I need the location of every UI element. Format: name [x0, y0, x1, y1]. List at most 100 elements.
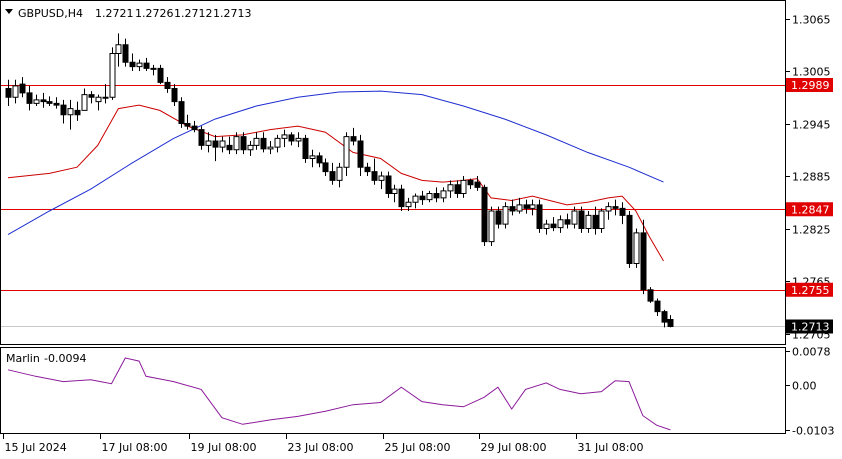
candle[interactable]	[640, 219, 647, 295]
candle[interactable]	[164, 77, 171, 93]
candle[interactable]	[95, 94, 102, 111]
candle[interactable]	[460, 176, 467, 198]
candle[interactable]	[12, 79, 19, 104]
candle[interactable]	[88, 91, 95, 104]
candle[interactable]	[523, 199, 530, 214]
candle[interactable]	[205, 132, 212, 153]
candle[interactable]	[60, 99, 67, 124]
candle[interactable]	[171, 84, 178, 106]
candle[interactable]	[212, 134, 219, 162]
candle[interactable]	[40, 92, 47, 108]
candle[interactable]	[571, 206, 578, 229]
candle[interactable]	[412, 193, 419, 209]
candle[interactable]	[398, 184, 405, 211]
candle[interactable]	[178, 97, 185, 128]
candle[interactable]	[184, 114, 191, 130]
candle[interactable]	[33, 94, 40, 106]
candle[interactable]	[557, 215, 564, 233]
candle[interactable]	[219, 136, 226, 153]
candle[interactable]	[378, 171, 385, 190]
candle[interactable]	[5, 79, 12, 106]
candle[interactable]	[198, 126, 205, 150]
indicator-panel[interactable]	[0, 347, 786, 434]
candle[interactable]	[150, 64, 157, 76]
candle[interactable]	[46, 96, 53, 106]
candle[interactable]	[109, 47, 116, 100]
candle[interactable]	[102, 84, 109, 104]
candle[interactable]	[115, 33, 122, 67]
candle[interactable]	[481, 184, 488, 246]
candle[interactable]	[281, 129, 288, 148]
candle[interactable]	[267, 141, 274, 155]
candle[interactable]	[426, 190, 433, 203]
candle[interactable]	[322, 158, 329, 177]
candle[interactable]	[247, 141, 254, 156]
candle[interactable]	[309, 149, 316, 168]
candle[interactable]	[67, 99, 74, 130]
candle[interactable]	[74, 101, 81, 121]
candle[interactable]	[385, 171, 392, 198]
candle[interactable]	[550, 217, 557, 232]
candle[interactable]	[474, 176, 481, 191]
candle[interactable]	[543, 219, 550, 235]
candle[interactable]	[447, 180, 454, 198]
candle[interactable]	[143, 57, 150, 71]
candle[interactable]	[612, 199, 619, 216]
candle[interactable]	[488, 206, 495, 246]
candle[interactable]	[329, 162, 336, 185]
candle[interactable]	[357, 134, 364, 176]
candle[interactable]	[191, 120, 198, 133]
candle[interactable]	[495, 206, 502, 229]
candle[interactable]	[302, 134, 309, 163]
candle[interactable]	[661, 309, 668, 328]
candle[interactable]	[454, 180, 461, 198]
candle[interactable]	[509, 199, 516, 216]
candle[interactable]	[467, 178, 474, 190]
candle[interactable]	[619, 202, 626, 225]
candle[interactable]	[667, 315, 674, 328]
candle[interactable]	[440, 187, 447, 203]
candle[interactable]	[419, 190, 426, 205]
candle[interactable]	[585, 211, 592, 233]
time-axis[interactable]: 15 Jul 2024 17 Jul 08:00 19 Jul 08:00 23 Ju…	[3, 434, 644, 454]
candle[interactable]	[364, 162, 371, 176]
candle[interactable]	[226, 136, 233, 155]
candle[interactable]	[502, 202, 509, 229]
candle[interactable]	[260, 132, 267, 153]
candle[interactable]	[26, 85, 33, 111]
candle[interactable]	[633, 228, 640, 268]
candle[interactable]	[605, 202, 612, 220]
candle[interactable]	[233, 132, 240, 155]
candle[interactable]	[157, 64, 164, 85]
candle[interactable]	[564, 213, 571, 229]
candle[interactable]	[350, 127, 357, 146]
candle[interactable]	[122, 38, 129, 67]
candle[interactable]	[129, 53, 136, 72]
candle[interactable]	[529, 199, 536, 216]
candle[interactable]	[53, 97, 60, 109]
oscillator-axis[interactable]: 0.0078 0.00 -0.0103	[785, 346, 834, 438]
candle[interactable]	[274, 134, 281, 153]
candle[interactable]	[288, 132, 295, 146]
candle[interactable]	[405, 197, 412, 211]
main-panel[interactable]	[0, 0, 786, 345]
candle[interactable]	[81, 88, 88, 111]
candle[interactable]	[19, 77, 26, 98]
candle[interactable]	[336, 162, 343, 188]
candle[interactable]	[654, 298, 661, 317]
candle[interactable]	[240, 132, 247, 155]
candle[interactable]	[578, 206, 585, 233]
candle[interactable]	[391, 184, 398, 203]
candle[interactable]	[433, 187, 440, 203]
candle[interactable]	[371, 158, 378, 185]
candle[interactable]	[516, 197, 523, 214]
candle[interactable]	[343, 132, 350, 176]
candle[interactable]	[295, 132, 302, 148]
candle[interactable]	[598, 208, 605, 233]
candle[interactable]	[316, 152, 323, 168]
candle[interactable]	[536, 199, 543, 233]
candle[interactable]	[253, 132, 260, 150]
candle[interactable]	[647, 287, 654, 303]
candle[interactable]	[592, 206, 599, 235]
candle[interactable]	[626, 211, 633, 268]
